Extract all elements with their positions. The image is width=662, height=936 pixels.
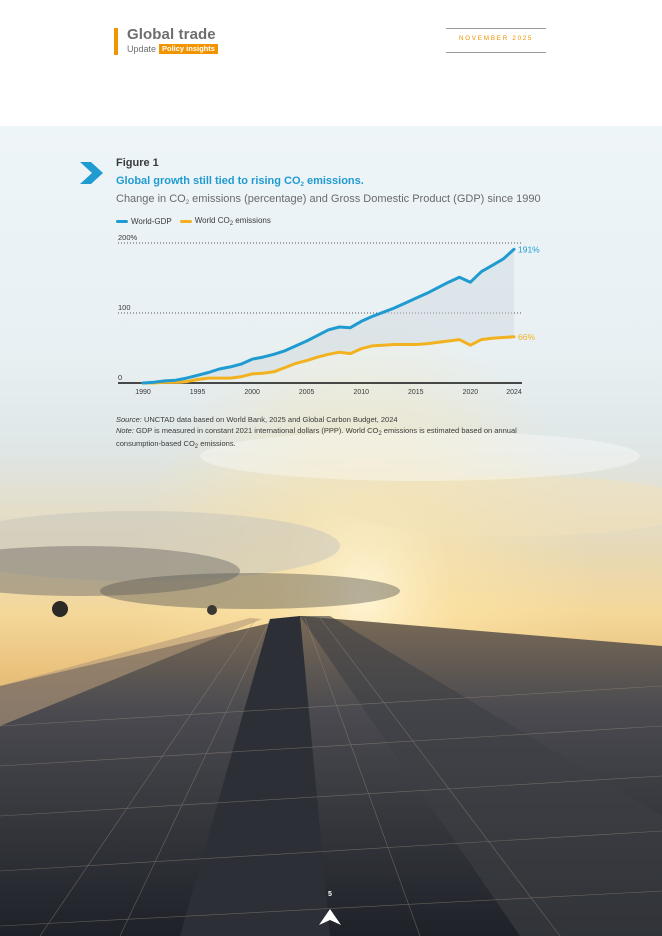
end-label-gdp: 191%: [518, 244, 540, 254]
x-tick-label: 2005: [299, 389, 315, 396]
x-tick-label: 2024: [506, 389, 522, 396]
page-number: 5: [328, 891, 332, 898]
header-accent-bar: [114, 28, 118, 55]
chevron-right-icon: [80, 162, 104, 189]
y-tick-label: 0: [118, 373, 122, 382]
gdp-note: Note: GDP is measured in constant 2021 i…: [116, 425, 517, 451]
legend-swatch-gdp: [116, 220, 128, 223]
line-chart: 0 100 200% 66% 191% 1990 1995 2000 2005 2010 2015 2…: [118, 233, 540, 396]
figure-notes: Source: UNCTAD data based on World Bank,…: [116, 415, 546, 453]
x-tick-label: 1995: [190, 389, 206, 396]
solar-panel-background-image: [0, 126, 662, 936]
chart-legend: World-GDP World CO2 emissions: [116, 216, 279, 227]
legend-label-gdp: World-GDP: [131, 217, 172, 226]
end-label-co2: 66%: [518, 332, 535, 342]
series-line-gdp: [141, 247, 516, 385]
publication-date: NOVEMBER 2025: [458, 35, 534, 42]
date-rule-box: [446, 28, 546, 53]
x-tick-label: 2010: [353, 389, 369, 396]
publication-title: Global trade: [127, 26, 216, 43]
legend-item-co2: World CO2 emissions: [179, 216, 271, 227]
y-tick-label: 100: [118, 303, 131, 312]
publication-subtitle: Update: [127, 44, 157, 54]
series-line-co2: [141, 335, 516, 385]
figure-label: Figure 1: [116, 157, 159, 169]
policy-insights-badge: Policy insights: [159, 44, 218, 54]
y-tick-label: 200%: [118, 233, 138, 242]
source-note: Source: UNCTAD data based on World Bank,…: [116, 415, 398, 424]
legend-item-gdp: World-GDP: [116, 217, 172, 226]
legend-label-co2: World CO2 emissions: [194, 216, 271, 227]
gap-area: [143, 249, 514, 383]
x-tick-label: 1990: [135, 389, 151, 396]
x-tick-label: 2020: [463, 389, 479, 396]
figure-subtitle: Change in CO2 emissions (percentage) and…: [116, 193, 541, 206]
legend-swatch-co2: [179, 220, 192, 223]
x-tick-label: 2000: [244, 389, 260, 396]
up-arrow-icon[interactable]: [319, 909, 341, 932]
figure-title: Global growth still tied to rising CO2 e…: [116, 175, 364, 188]
x-tick-label: 2015: [408, 389, 424, 396]
